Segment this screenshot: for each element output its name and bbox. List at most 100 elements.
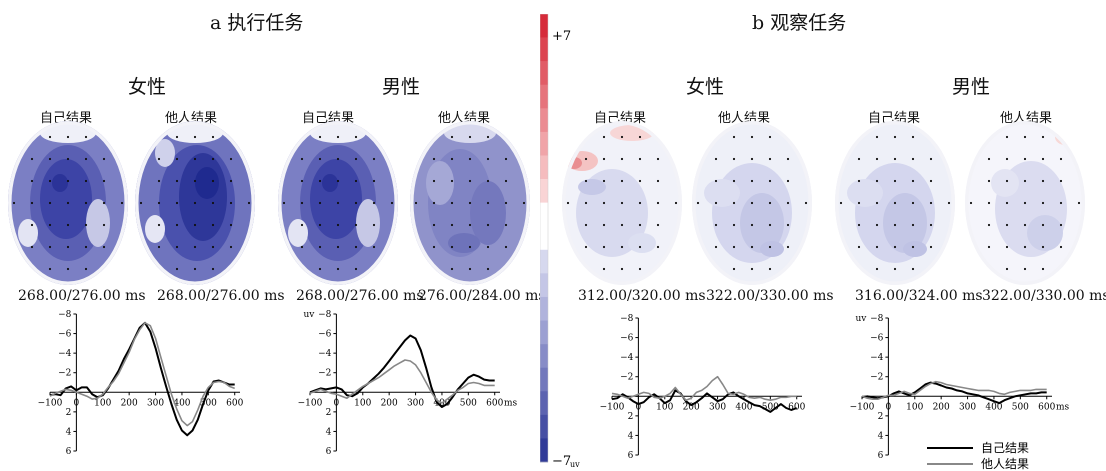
electrode-dot [1005,223,1009,227]
electrode-dot [390,201,394,205]
y-tick-label: 4 [66,427,72,437]
topo-region [426,161,454,205]
electrode-dot [987,201,991,205]
electrode-dot [638,179,642,183]
electrode-dot [175,157,179,161]
electrode-dot [602,157,606,161]
x-tick-label: 0 [886,402,892,412]
electrode-dot [857,223,861,227]
electrode-dot [875,157,879,161]
gender-heading-a-female: 女性 [128,76,167,98]
electrode-dot [1041,179,1045,183]
electrode-dot [893,245,897,249]
electrode-dot [300,201,304,205]
electrode-dot [157,223,161,227]
y-tick-label: 6 [878,451,884,461]
electrode-dot [620,201,624,205]
electrode-dot [66,267,70,271]
legend: 自己结果 他人结果 [927,441,1029,471]
electrode-dot [732,201,736,205]
electrode-dot [875,201,879,205]
electrode-dot [584,223,588,227]
electrode-dot [768,135,772,139]
y-tick-label: 4 [878,431,884,441]
electrode-dot [875,267,879,271]
electrode-dot [30,201,34,205]
electrode-dot [1023,157,1027,161]
condition-label: 自己结果 [868,111,921,126]
electrode-dot [193,179,197,183]
electrode-dot [30,245,34,249]
electrode-dot [1023,179,1027,183]
electrode-dot [66,179,70,183]
electrode-dot [638,267,642,271]
series-other-line [49,322,235,427]
electrode-dot [857,157,861,161]
colorbar: +7 −7 uv [540,14,580,469]
electrode-dot [175,223,179,227]
electrode-dot [336,223,340,227]
topo-map [835,121,955,285]
electrode-dot [929,223,933,227]
electrode-dot [175,245,179,249]
electrode-dot [102,179,106,183]
series-self-line [861,381,1047,405]
x-tick-label: 600 [1038,402,1055,412]
topo-region [155,139,175,167]
electrode-dot [175,135,179,139]
electrode-dot [750,135,754,139]
electrode-dot [602,223,606,227]
colorbar-cell [540,367,548,392]
electrode-dot [602,245,606,249]
electrode-dot [638,223,642,227]
y-tick-label: −2 [870,373,883,383]
y-tick-label: 6 [628,451,634,461]
topo-region [704,179,740,207]
electrode-dot [504,245,508,249]
electrode-dot [48,267,52,271]
x-tick-label: 100 [94,398,111,408]
electrode-dot [468,179,472,183]
topo-rim [965,121,1085,285]
topo-region [847,179,883,207]
electrode-dot [714,179,718,183]
condition-label: 他人结果 [1000,111,1053,126]
condition-label: 自己结果 [594,111,647,126]
electrode-dot [638,201,642,205]
x-tick-label: 300 [709,402,726,412]
electrode-dot [354,201,358,205]
electrode-dot [893,267,897,271]
colorbar-cell [540,344,548,368]
topo-rim [692,121,812,285]
topo-rim [135,121,255,285]
y-tick-label: −8 [620,314,634,324]
electrode-dot [157,245,161,249]
colorbar-cell [540,438,548,463]
colorbar-cell [540,202,548,227]
electrode-dot [732,267,736,271]
electrode-dot [450,135,454,139]
y-tick-label: −2 [58,369,71,379]
electrode-dot [432,245,436,249]
electrode-dot [714,157,718,161]
electrode-dot [318,245,322,249]
colorbar-min-label: −7 [552,454,571,469]
electrode-dot [714,223,718,227]
electrode-dot [336,245,340,249]
x-tick-label: 600 [788,402,805,412]
electrode-dot [893,157,897,161]
electrode-dot [30,157,34,161]
topo-region [195,167,219,199]
electrode-dot [354,179,358,183]
electrode-dot [66,245,70,249]
electrode-dot [768,201,772,205]
electrode-dot [911,245,915,249]
electrode-dot [211,267,215,271]
topo-region [991,169,1019,197]
electrode-dot [857,179,861,183]
electrode-dot [486,223,490,227]
y-tick-label: −2 [318,369,331,379]
topo-region [470,181,506,245]
x-tick-label: 100 [354,398,371,408]
y-tick-label: 4 [628,431,634,441]
